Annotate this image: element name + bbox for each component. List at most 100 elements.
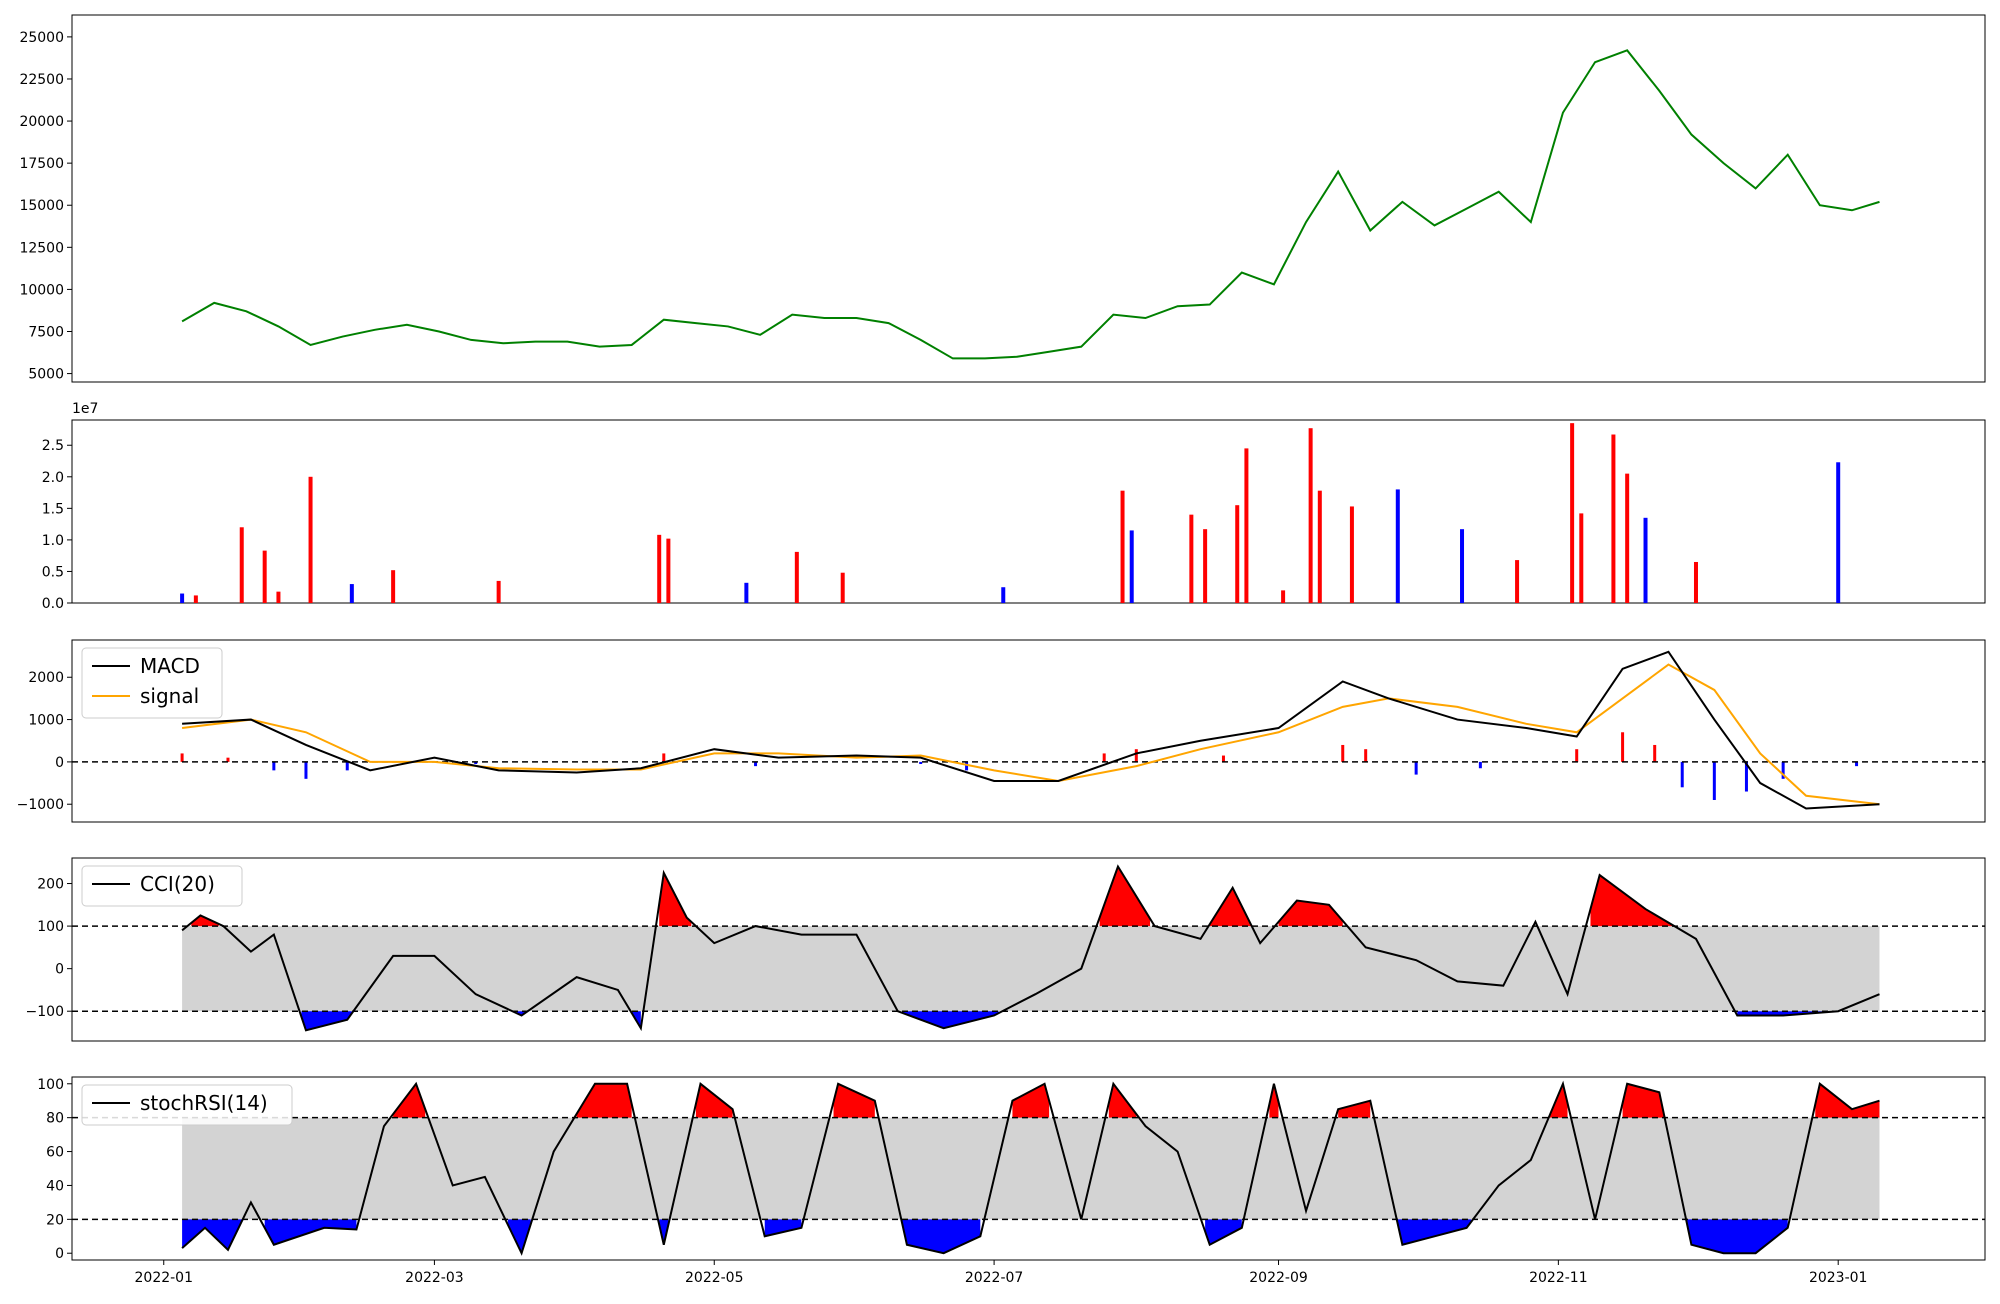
- macd-histogram-bar: [1575, 749, 1579, 762]
- macd-histogram-bar: [1621, 732, 1625, 762]
- volume-bar: [1570, 423, 1575, 603]
- x-tick-label: 2023-01: [1809, 1270, 1868, 1286]
- price-ytick-label: 17500: [19, 156, 64, 172]
- macd-histogram-bar: [1221, 755, 1225, 762]
- macd-histogram-bar: [1134, 749, 1138, 762]
- volume-ytick-label: 1.5: [42, 501, 64, 517]
- price-line: [181, 49, 1880, 360]
- volume-bar: [744, 582, 749, 603]
- volume-bar: [1395, 489, 1400, 603]
- cci-overbought-fill: [1209, 887, 1251, 927]
- price-ytick-label: 15000: [19, 198, 64, 214]
- macd-histogram-bar: [226, 757, 230, 762]
- volume-bar: [1235, 505, 1240, 603]
- macd-ytick-label: 0: [55, 755, 64, 771]
- cci-frame: [71, 857, 1986, 1042]
- price-ytick-label: 22500: [19, 72, 64, 88]
- volume-bar: [1120, 490, 1125, 603]
- stochrsi-panel: 0 20 40 60 80 100 stochRSI(14): [37, 1076, 1986, 1262]
- x-tick-label: 2022-11: [1529, 1270, 1588, 1286]
- volume-bar: [1643, 517, 1648, 603]
- volume-ytick-label: 0.0: [42, 596, 64, 612]
- cci-legend-box: [81, 865, 243, 907]
- x-tick-label: 2022-03: [405, 1270, 464, 1286]
- volume-bar: [239, 527, 244, 603]
- volume-bar: [1579, 513, 1584, 603]
- stochrsi-overbought-fill: [1269, 1083, 1279, 1118]
- macd-histogram-bar: [1855, 761, 1859, 767]
- cci-ytick-label: 100: [37, 919, 64, 935]
- macd-legend-label: signal: [140, 684, 199, 708]
- macd-histogram-bar: [272, 761, 276, 771]
- volume-bar: [1625, 473, 1630, 603]
- price-frame: [71, 14, 1986, 383]
- stochrsi-overbought-fill: [1108, 1083, 1137, 1118]
- macd-histogram-bar: [919, 761, 923, 765]
- x-tick-label: 2022-07: [965, 1270, 1024, 1286]
- stochrsi-overbought-fill: [695, 1083, 733, 1118]
- volume-bar: [262, 550, 267, 603]
- price-panel: 5000 7500 10000 12500 15000 17500 20000 22500 25…: [19, 14, 1986, 383]
- price-ytick-label: 20000: [19, 114, 64, 130]
- volume-bar: [1349, 506, 1354, 603]
- stochrsi-oversold-fill: [182, 1219, 242, 1250]
- volume-bar: [666, 538, 671, 603]
- macd-frame: [71, 639, 1986, 823]
- volume-ytick-label: 0.5: [42, 564, 64, 580]
- volume-bar: [1317, 490, 1322, 603]
- volume-bar: [1515, 560, 1520, 603]
- macd-panel: −1000 0 1000 2000 MACD signal: [17, 639, 1986, 823]
- cci-neutral-band: [182, 926, 1880, 1012]
- macd-legend-label: MACD: [140, 654, 200, 678]
- volume-bar: [1129, 530, 1134, 603]
- volume-bar: [180, 593, 185, 603]
- stochrsi-oversold-fill: [902, 1219, 981, 1254]
- price-ytick-label: 25000: [19, 30, 64, 46]
- macd-ytick-label: 1000: [28, 713, 64, 729]
- macd-histogram-bar: [1781, 761, 1785, 779]
- macd-histogram-bar: [965, 761, 969, 771]
- volume-bar: [276, 591, 281, 603]
- stochrsi-neutral-band: [182, 1117, 1880, 1220]
- macd-histogram-bar: [754, 761, 758, 767]
- stochrsi-overbought-fill: [1549, 1083, 1568, 1118]
- macd-histogram-bar: [1102, 753, 1106, 762]
- macd-ytick-label: −1000: [17, 797, 64, 813]
- cci-legend-label: CCI(20): [140, 872, 215, 896]
- stochrsi-overbought-fill: [393, 1083, 426, 1118]
- volume-bar: [1836, 462, 1841, 603]
- x-axis: 2022-01 2022-03 2022-05 2022-07 2022-09 2022-…: [135, 1260, 1868, 1286]
- volume-bar: [1281, 590, 1286, 603]
- stochrsi-ytick-label: 100: [37, 1077, 64, 1093]
- x-tick-label: 2022-01: [135, 1270, 194, 1286]
- volume-bar: [657, 534, 662, 603]
- volume-bar: [308, 476, 313, 603]
- volume-panel: 1e7 0.0 0.5 1.0 1.5 2.0 2.5: [42, 401, 1986, 612]
- stochrsi-overbought-fill: [1012, 1083, 1050, 1118]
- cci-ytick-label: 0: [55, 962, 64, 978]
- stochrsi-line: [181, 1080, 1880, 1256]
- macd-ytick-label: 2000: [28, 670, 64, 686]
- cci-overbought-fill: [1278, 900, 1343, 927]
- x-tick-label: 2022-05: [685, 1270, 744, 1286]
- stochrsi-ytick-label: 0: [55, 1246, 64, 1262]
- macd-histogram-bar: [1653, 744, 1657, 762]
- volume-bar: [349, 584, 354, 603]
- stochrsi-frame: [71, 1076, 1986, 1261]
- stochrsi-oversold-fill: [1397, 1219, 1472, 1245]
- macd-histogram-bar: [1680, 761, 1684, 788]
- macd-histogram-bar: [1341, 744, 1345, 762]
- cci-oversold-fill: [1737, 1011, 1834, 1016]
- volume-bar: [193, 595, 198, 603]
- volume-bar: [1611, 434, 1616, 603]
- stochrsi-ytick-label: 20: [46, 1212, 64, 1228]
- cci-line: [181, 864, 1880, 1032]
- cci-oversold-fill: [301, 1011, 352, 1031]
- cci-oversold-fill: [902, 1011, 999, 1029]
- stochrsi-overbought-fill: [1622, 1083, 1664, 1118]
- stochrsi-oversold-fill: [1205, 1219, 1242, 1245]
- volume-bar: [496, 580, 501, 603]
- macd-histogram-bar: [1414, 761, 1418, 775]
